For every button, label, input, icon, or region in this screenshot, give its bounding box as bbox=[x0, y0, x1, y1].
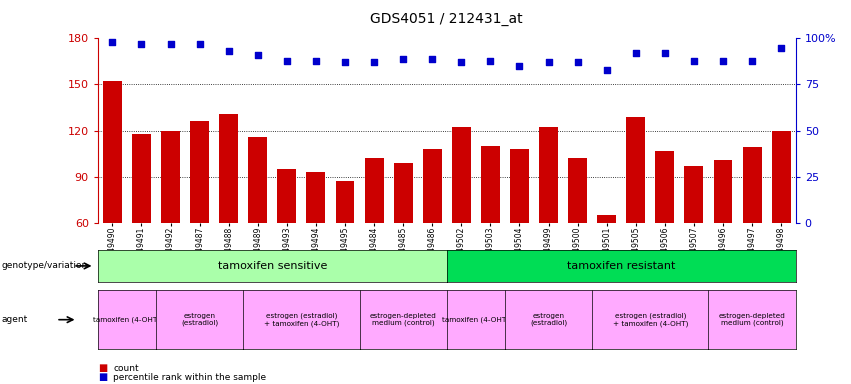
Bar bbox=[597, 215, 616, 223]
Text: estrogen (estradiol)
+ tamoxifen (4-OHT): estrogen (estradiol) + tamoxifen (4-OHT) bbox=[613, 313, 688, 327]
Point bbox=[222, 48, 236, 55]
Bar bbox=[220, 114, 238, 223]
Point bbox=[309, 58, 323, 64]
Point bbox=[542, 59, 556, 65]
Point bbox=[658, 50, 671, 56]
Point bbox=[163, 41, 177, 47]
Bar bbox=[655, 151, 674, 223]
Bar bbox=[248, 137, 267, 223]
Point bbox=[629, 50, 643, 56]
Point bbox=[454, 59, 468, 65]
Text: estrogen-depleted
medium (control): estrogen-depleted medium (control) bbox=[369, 313, 437, 326]
Bar bbox=[452, 127, 471, 223]
Text: estrogen-depleted
medium (control): estrogen-depleted medium (control) bbox=[718, 313, 785, 326]
Bar bbox=[335, 181, 355, 223]
Text: tamoxifen (4-OHT): tamoxifen (4-OHT) bbox=[94, 316, 161, 323]
Bar bbox=[132, 134, 151, 223]
Bar bbox=[713, 160, 733, 223]
Text: estrogen (estradiol)
+ tamoxifen (4-OHT): estrogen (estradiol) + tamoxifen (4-OHT) bbox=[264, 313, 339, 327]
Text: percentile rank within the sample: percentile rank within the sample bbox=[113, 373, 266, 382]
Point bbox=[717, 58, 730, 64]
Text: ■: ■ bbox=[98, 363, 107, 373]
Point bbox=[774, 45, 788, 51]
Point bbox=[280, 58, 294, 64]
Point bbox=[106, 39, 119, 45]
Point bbox=[134, 41, 148, 47]
Bar bbox=[510, 149, 529, 223]
Bar bbox=[306, 172, 325, 223]
Bar bbox=[481, 146, 500, 223]
Point bbox=[193, 41, 207, 47]
Point bbox=[600, 67, 614, 73]
Bar bbox=[364, 158, 384, 223]
Bar bbox=[539, 127, 558, 223]
Point bbox=[338, 59, 351, 65]
Point bbox=[687, 58, 700, 64]
Text: tamoxifen sensitive: tamoxifen sensitive bbox=[218, 261, 327, 271]
Text: agent: agent bbox=[2, 315, 28, 324]
Text: count: count bbox=[113, 364, 139, 373]
Bar bbox=[161, 131, 180, 223]
Bar bbox=[743, 147, 762, 223]
Text: tamoxifen (4-OHT): tamoxifen (4-OHT) bbox=[443, 316, 510, 323]
Text: estrogen
(estradiol): estrogen (estradiol) bbox=[181, 313, 218, 326]
Text: genotype/variation: genotype/variation bbox=[2, 262, 88, 270]
Bar bbox=[684, 166, 704, 223]
Bar bbox=[423, 149, 442, 223]
Text: ■: ■ bbox=[98, 372, 107, 382]
Text: estrogen
(estradiol): estrogen (estradiol) bbox=[530, 313, 567, 326]
Point bbox=[571, 59, 585, 65]
Bar bbox=[394, 163, 413, 223]
Bar bbox=[103, 81, 122, 223]
Bar bbox=[772, 131, 791, 223]
Bar bbox=[568, 158, 587, 223]
Bar bbox=[277, 169, 296, 223]
Point bbox=[745, 58, 759, 64]
Bar bbox=[190, 121, 209, 223]
Point bbox=[368, 59, 381, 65]
Point bbox=[251, 52, 265, 58]
Point bbox=[397, 56, 410, 62]
Text: GDS4051 / 212431_at: GDS4051 / 212431_at bbox=[370, 12, 523, 25]
Point bbox=[512, 63, 526, 69]
Bar bbox=[626, 117, 645, 223]
Text: tamoxifen resistant: tamoxifen resistant bbox=[567, 261, 676, 271]
Point bbox=[483, 58, 497, 64]
Point bbox=[426, 56, 439, 62]
